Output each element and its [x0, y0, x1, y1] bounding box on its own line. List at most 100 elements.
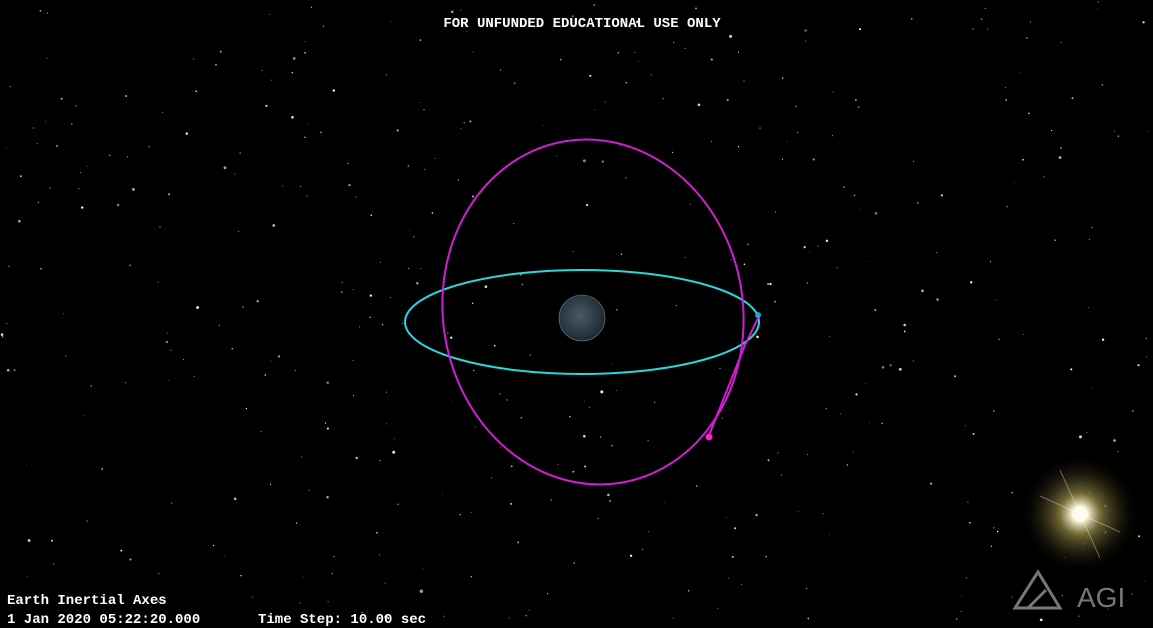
star: [517, 541, 520, 544]
logo-icon: [1012, 569, 1063, 610]
axes-label: Earth Inertial Axes: [7, 593, 167, 609]
star: [663, 502, 665, 504]
star: [1146, 356, 1147, 358]
star: [864, 382, 866, 384]
polar-orbit: [441, 138, 745, 486]
star: [903, 330, 906, 333]
star: [797, 511, 799, 512]
star: [825, 239, 829, 243]
star: [1091, 226, 1093, 229]
star: [27, 539, 31, 542]
star: [728, 577, 730, 579]
star: [865, 261, 867, 263]
star: [967, 501, 969, 503]
star: [158, 573, 160, 574]
star: [40, 267, 42, 270]
star: [451, 10, 454, 14]
star: [465, 30, 467, 32]
star: [269, 13, 271, 15]
star: [795, 105, 797, 108]
star: [423, 109, 425, 111]
orbit-trail: [707, 313, 761, 439]
star: [617, 51, 620, 54]
star: [50, 539, 54, 542]
star: [573, 561, 576, 564]
star: [407, 165, 409, 167]
star: [616, 309, 618, 311]
star: [726, 98, 729, 102]
star: [53, 563, 55, 565]
star: [1011, 596, 1013, 598]
star: [972, 432, 975, 435]
star: [419, 102, 421, 103]
star: [594, 109, 596, 111]
star: [1071, 97, 1074, 100]
sun-flare: [1039, 469, 1121, 559]
star: [996, 530, 999, 533]
star: [13, 369, 16, 372]
star: [1142, 21, 1145, 24]
star: [295, 522, 298, 524]
star: [39, 10, 42, 12]
star: [239, 152, 241, 154]
star: [70, 123, 73, 126]
star: [341, 281, 343, 284]
star: [1060, 41, 1062, 44]
star: [124, 382, 126, 384]
star: [443, 615, 445, 617]
star: [684, 47, 686, 49]
star: [1005, 87, 1006, 89]
star: [855, 99, 857, 101]
star: [903, 323, 906, 327]
star: [781, 474, 783, 476]
star: [185, 132, 189, 135]
star: [529, 354, 531, 356]
star: [1058, 156, 1062, 159]
star: [910, 18, 913, 20]
star: [500, 446, 501, 448]
star: [588, 406, 590, 408]
star: [697, 103, 701, 107]
star: [980, 18, 983, 20]
star: [695, 485, 698, 487]
star: [434, 157, 436, 159]
star: [49, 187, 51, 189]
star: [422, 568, 424, 570]
star: [840, 413, 842, 415]
star: [291, 72, 294, 74]
star: [805, 587, 808, 590]
star: [401, 322, 404, 324]
star: [831, 135, 833, 137]
star: [616, 389, 617, 391]
star: [521, 283, 524, 286]
star: [1006, 206, 1008, 208]
star: [86, 165, 88, 167]
star: [917, 202, 919, 204]
star: [620, 253, 623, 255]
star: [473, 369, 475, 372]
star: [6, 368, 10, 372]
banner: FOR UNFUNDED EDUCATIONAL USE ONLY: [443, 16, 721, 32]
star: [265, 104, 268, 108]
star: [245, 407, 248, 410]
star: [857, 106, 860, 109]
star: [90, 385, 92, 387]
star: [921, 289, 924, 293]
star: [1114, 130, 1116, 132]
star: [874, 212, 878, 215]
star: [252, 596, 254, 598]
star: [170, 349, 172, 351]
star: [543, 124, 545, 126]
star: [361, 611, 363, 614]
star: [775, 211, 777, 213]
star: [1097, 1, 1099, 3]
star: [675, 305, 677, 306]
star: [470, 575, 473, 578]
star: [408, 230, 410, 231]
star: [953, 375, 957, 378]
star: [817, 245, 819, 247]
star: [777, 452, 779, 454]
star: [889, 364, 892, 367]
star: [1039, 618, 1043, 622]
star: [392, 450, 396, 454]
